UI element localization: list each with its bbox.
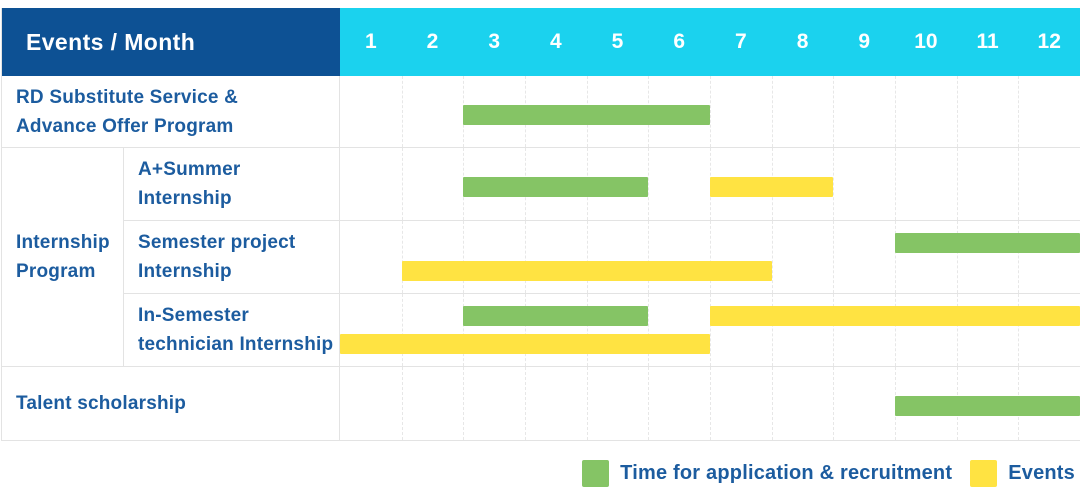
month-gridline: [771, 76, 773, 147]
month-gridline: [463, 367, 465, 440]
month-gridline: [710, 367, 711, 440]
month-label: 1: [364, 30, 377, 53]
legend-label: Events: [1008, 461, 1075, 484]
row-label-talent-scholarship: Talent scholarship: [2, 367, 340, 441]
month-gridline: [956, 294, 958, 366]
month-gridline: [833, 76, 835, 147]
row-label-semester-project-internship: Semester project Internship: [124, 221, 340, 294]
legend: Time for application & recruitment Event…: [582, 455, 1075, 491]
month-gridline: [833, 148, 835, 220]
month-gridline: [956, 76, 958, 147]
chart-row-semester-project-internship: [340, 221, 1080, 294]
month-gridline: [895, 294, 896, 366]
month-gridline: [771, 294, 773, 366]
chart-row-a-summer-internship: [340, 148, 1080, 221]
month-label: 3: [488, 30, 501, 53]
yellow-gantt-bar: [340, 334, 710, 354]
yellow-swatch-icon: [970, 459, 998, 487]
month-gridline: [525, 221, 526, 293]
month-gridline: [710, 221, 711, 293]
month-gridline: [648, 294, 650, 366]
month-gridline: [771, 221, 773, 293]
month-gridline: [401, 221, 403, 293]
month-gridline: [833, 294, 835, 366]
month-gridline: [401, 76, 403, 147]
legend-label: Time for application & recruitment: [620, 461, 953, 484]
month-label: 12: [1037, 30, 1061, 53]
month-label: 8: [796, 30, 809, 53]
month-gridline: [1018, 294, 1020, 366]
month-gridline: [463, 294, 465, 366]
month-label: 6: [673, 30, 686, 53]
yellow-gantt-bar: [401, 261, 772, 281]
row-label-rd-substitute: RD Substitute Service & Advance Offer Pr…: [2, 76, 340, 148]
month-gridline: [401, 367, 403, 440]
month-label: 10: [914, 30, 938, 53]
month-gridline: [895, 148, 896, 220]
chart-row-talent-scholarship: [340, 367, 1080, 441]
month-label: 7: [735, 30, 747, 53]
month-gridline: [463, 221, 465, 293]
legend-item-events: Events: [970, 459, 1075, 487]
month-label: 2: [426, 30, 439, 53]
month-gridline: [648, 367, 650, 440]
table-header-title: Events / Month: [2, 8, 340, 76]
chart-row-rd-substitute: [340, 76, 1080, 148]
green-gantt-bar: [895, 233, 1080, 253]
month-gridline: [586, 367, 588, 440]
month-gridline: [895, 76, 896, 147]
month-gridline: [1018, 76, 1020, 147]
chart-row-in-semester-technician-internship: [340, 294, 1080, 367]
row-label-a-summer-internship: A+Summer Internship: [124, 148, 340, 221]
legend-item-application-recruitment: Time for application & recruitment: [582, 459, 953, 487]
month-gridline: [956, 148, 958, 220]
month-gridline: [1018, 148, 1020, 220]
month-gridline: [956, 221, 958, 293]
month-gridline: [401, 294, 403, 366]
month-gridline: [401, 148, 403, 220]
month-label: 9: [858, 30, 871, 53]
month-gridline: [1018, 221, 1020, 293]
green-gantt-bar: [463, 177, 649, 197]
month-header-row: 1 2 3 4 5 6 7 8 9 10 11 12: [340, 8, 1080, 76]
green-gantt-bar: [895, 396, 1080, 416]
month-gridline: [586, 294, 588, 366]
events-schedule-table: Events / Month 1 2 3 4 5 6 7 8 9 10 11 12 RD Substi…: [1, 8, 1080, 441]
yellow-gantt-bar: [710, 177, 834, 197]
yellow-gantt-bar: [710, 306, 1080, 326]
month-gridline: [648, 148, 650, 220]
month-gridline: [525, 367, 526, 440]
green-gantt-bar: [463, 105, 710, 125]
green-gantt-bar: [463, 306, 649, 326]
month-gridline: [648, 221, 650, 293]
month-gridline: [833, 367, 835, 440]
month-label: 11: [976, 30, 999, 53]
month-gridline: [771, 367, 773, 440]
row-label-in-semester-technician-internship: In-Semester technician Internship: [124, 294, 340, 367]
month-gridline: [895, 221, 896, 293]
month-gridline: [833, 221, 835, 293]
month-gridline: [586, 221, 588, 293]
month-gridline: [525, 294, 526, 366]
green-swatch-icon: [582, 459, 610, 487]
month-gridline: [710, 294, 711, 366]
month-label: 4: [550, 30, 562, 53]
group-label-internship-program: Internship Program: [2, 148, 124, 367]
month-gridline: [710, 76, 711, 147]
month-label: 5: [611, 30, 624, 53]
